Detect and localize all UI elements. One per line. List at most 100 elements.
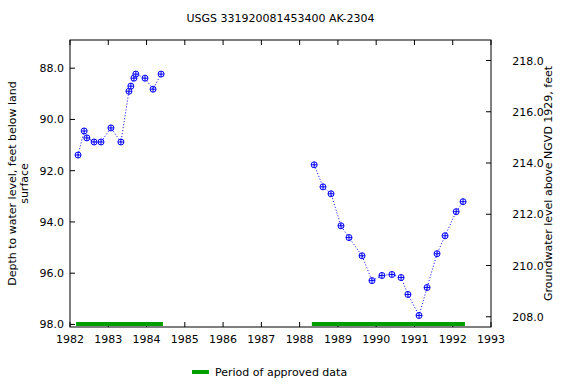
marker-circle — [84, 135, 90, 141]
marker-plus — [453, 209, 459, 215]
x-tick-label: 1982 — [56, 333, 84, 346]
y-tick — [70, 221, 75, 222]
y2-tick-label: 214.0 — [512, 157, 544, 170]
y-tick — [70, 273, 75, 274]
data-point — [424, 285, 430, 291]
y-tick-label: 94.0 — [40, 216, 65, 229]
x-tick — [261, 322, 262, 327]
marker-circle — [328, 191, 334, 197]
y2-tick-label: 216.0 — [512, 106, 544, 119]
marker-circle — [338, 223, 344, 229]
y-axis-label: Depth to water level, feet below landsur… — [6, 81, 31, 286]
marker-plus — [320, 184, 326, 190]
x-tick — [414, 40, 415, 45]
marker-circle — [346, 235, 352, 241]
y2-tick-label: 210.0 — [512, 260, 544, 273]
series-line — [314, 165, 463, 316]
data-point — [133, 71, 139, 77]
title: USGS 331920081453400 AK-2304 — [186, 12, 374, 25]
data-point — [84, 135, 90, 141]
marker-circle — [359, 253, 365, 259]
marker-plus — [359, 253, 365, 259]
x-tick-label: 1987 — [247, 333, 275, 346]
x-tick-label: 1993 — [477, 333, 505, 346]
y-tick — [70, 68, 75, 69]
marker-circle — [108, 125, 114, 131]
approved-period — [76, 322, 163, 326]
marker-plus — [424, 285, 430, 291]
x-tick-label: 1990 — [362, 333, 390, 346]
data-point — [369, 278, 375, 284]
approved-period — [312, 322, 465, 326]
legend-label: Period of approved data — [215, 366, 347, 379]
marker-plus — [369, 278, 375, 284]
x-tick-label: 1991 — [400, 333, 428, 346]
marker-plus — [108, 125, 114, 131]
y2-tick-label: 218.0 — [512, 55, 544, 68]
marker-circle — [150, 86, 156, 92]
marker-circle — [369, 278, 375, 284]
y-tick — [70, 324, 75, 325]
x-tick — [184, 40, 185, 45]
y2-tick-label: 208.0 — [512, 311, 544, 324]
y-tick — [70, 119, 75, 120]
series-line — [78, 74, 161, 155]
y-axis-label-line: surface — [18, 163, 31, 204]
y-tick-label: 90.0 — [40, 113, 65, 126]
legend-swatch — [192, 370, 209, 374]
data-point — [453, 209, 459, 215]
x-tick-label: 1984 — [133, 333, 161, 346]
x-tick — [70, 40, 71, 45]
y2-tick — [486, 111, 491, 112]
x-tick — [299, 322, 300, 327]
marker-plus — [460, 199, 466, 205]
x-tick-label: 1989 — [324, 333, 352, 346]
data-point — [434, 251, 440, 257]
y-tick — [70, 170, 75, 171]
x-tick — [146, 40, 147, 45]
data-point — [338, 223, 344, 229]
chart: USGS 331920081453400 AK-2304 1982 1983 1984… — [0, 0, 576, 384]
marker-plus — [150, 86, 156, 92]
y2-tick — [486, 316, 491, 317]
y2-tick — [486, 265, 491, 266]
x-tick — [337, 40, 338, 45]
data-point — [150, 86, 156, 92]
x-tick — [491, 322, 492, 327]
marker-circle — [424, 285, 430, 291]
x-tick — [376, 40, 377, 45]
x-tick — [223, 322, 224, 327]
data-point — [142, 75, 148, 81]
marker-plus — [133, 71, 139, 77]
plot-area — [75, 71, 466, 318]
marker-plus — [434, 251, 440, 257]
marker-circle — [142, 75, 148, 81]
x-tick-label: 1985 — [171, 333, 199, 346]
marker-circle — [320, 184, 326, 190]
x-tick — [184, 322, 185, 327]
y2-tick — [486, 163, 491, 164]
x-tick — [299, 40, 300, 45]
y2-tick-label: 212.0 — [512, 208, 544, 221]
data-point — [320, 184, 326, 190]
plot-frame — [70, 40, 491, 327]
x-tick — [491, 40, 492, 45]
data-point — [359, 253, 365, 259]
x-tick-label: 1983 — [94, 333, 122, 346]
marker-circle — [460, 199, 466, 205]
x-tick — [261, 40, 262, 45]
x-tick-label: 1992 — [439, 333, 467, 346]
data-point — [460, 199, 466, 205]
y-tick-label: 92.0 — [40, 165, 65, 178]
x-tick — [452, 40, 453, 45]
y-tick-label: 98.0 — [40, 318, 65, 331]
marker-plus — [84, 135, 90, 141]
data-point — [108, 125, 114, 131]
marker-plus — [328, 191, 334, 197]
y-tick-label: 96.0 — [40, 267, 65, 280]
x-tick — [223, 40, 224, 45]
marker-circle — [434, 251, 440, 257]
y2-axis-label: Groundwater level above NGVD 1929, feet — [542, 65, 555, 301]
marker-plus — [142, 75, 148, 81]
marker-plus — [346, 235, 352, 241]
